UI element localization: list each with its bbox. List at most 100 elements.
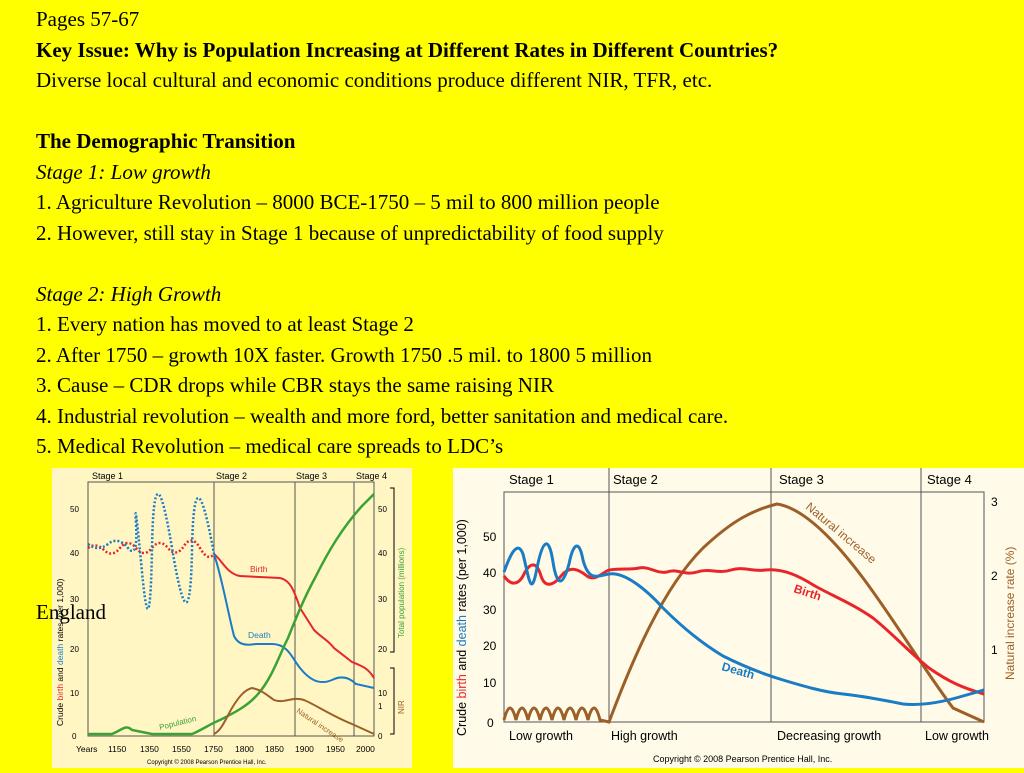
y-label-part: rates (per 1,000) [455,519,469,615]
plot-frame [87,481,375,737]
y-tick: 40 [70,549,79,558]
x-tick: 2000 [356,744,375,754]
y2-tick: 10 [378,689,387,698]
y3-tick: 1 [378,702,383,711]
y-tick: 40 [483,566,497,580]
y-label-part: and [455,646,469,674]
copyright: Copyright © 2008 Pearson Prentice Hall, … [147,759,267,766]
copyright: Copyright © 2008 Pearson Prentice Hall, … [653,754,832,764]
y-label-part: Crude [55,700,65,726]
x-tick: 1550 [172,744,191,754]
x-tick: Years [76,744,97,754]
population-label: Population [158,714,197,732]
y2-tick: 1 [991,643,998,657]
y-label-part: birth [455,674,469,698]
x-tick: 1800 [235,744,254,754]
y-tick: 10 [70,689,79,698]
birth-line-stage1 [87,539,215,559]
section-title: The Demographic Transition [36,129,296,153]
y-tick: 50 [70,505,79,514]
x-stage-label: Low growth [509,729,573,743]
y2-tick: 2 [991,569,998,583]
birth-label: Birth [250,564,268,574]
pages-line: Pages 57-67 [36,7,140,31]
birth-line [213,553,375,679]
stage-label: Stage 2 [613,472,658,487]
population-line [88,493,375,736]
slide-text: Pages 57-67 Key Issue: Why is Population… [36,4,1016,462]
y2-tick: 20 [378,645,387,654]
model-chart-svg: Stage 1 Stage 2 Stage 3 Stage 4 0 10 20 … [455,468,1017,764]
y-label-part: rates (per 1,000) [55,578,65,643]
stage-label: Stage 1 [509,472,554,487]
death-label: Death [248,630,271,640]
population-bracket [390,487,395,653]
stage2-item: 2. After 1750 – growth 10X faster. Growt… [36,342,652,367]
y-label-part: death [455,615,469,646]
y-axis-label: Crude birth and death rates (per 1,000) [55,578,65,726]
stage1-title: Stage 1: Low growth [36,159,211,184]
y2-tick: 40 [378,549,387,558]
y-tick: 30 [70,595,79,604]
stage2-title: Stage 2: High Growth [36,281,222,306]
y-tick: 20 [70,645,79,654]
x-tick: 1900 [295,744,314,754]
y-tick: 0 [487,716,494,730]
y2-tick: 30 [378,595,387,604]
stage-label: Stage 4 [356,471,387,481]
x-tick: 1950 [326,744,345,754]
stage2-item: 5. Medical Revolution – medical care spr… [36,434,504,458]
england-caption: England [36,600,106,624]
nir-bracket [390,667,395,735]
stage2-item: 1. Every nation has moved to at least St… [36,312,414,336]
x-stage-label: Decreasing growth [777,729,881,743]
y-label-part: and [55,665,65,684]
x-tick: 1850 [265,744,284,754]
england-demographic-chart: Stage 1 Stage 2 Stage 3 Stage 4 0 10 20 … [52,468,412,768]
stage1-item: 1. Agriculture Revolution – 8000 BCE-175… [36,190,660,214]
y-axis-label: Crude birth and death rates (per 1,000) [455,519,469,736]
stage-label: Stage 3 [779,472,824,487]
y3-axis-label: NIR [397,700,406,714]
y-tick: 50 [483,530,497,544]
death-line [502,542,985,706]
y-tick: 10 [483,676,497,690]
stage-label: Stage 1 [92,471,123,481]
demographic-transition-model-chart: Stage 1 Stage 2 Stage 3 Stage 4 0 10 20 … [453,468,1024,768]
birth-label: Birth [792,582,823,604]
birth-line [502,563,985,696]
stage-label: Stage 3 [296,471,327,481]
death-line [213,553,375,689]
y-label-part: Crude [455,698,469,736]
y-label-part: birth [55,684,65,701]
stage-label: Stage 4 [927,472,972,487]
x-tick: 1750 [204,744,223,754]
x-tick: 1150 [108,744,127,754]
intro-line: Diverse local cultural and economic cond… [36,68,713,92]
y-tick: 20 [483,639,497,653]
stage1-item: 2. However, still stay in Stage 1 becaus… [36,220,664,245]
y-label-part: death [55,643,65,665]
death-label: Death [720,659,756,682]
key-issue-heading: Key Issue: Why is Population Increasing … [36,37,779,62]
natural-increase-line [213,686,375,735]
x-stage-label: Low growth [925,729,989,743]
x-stage-label: High growth [611,729,678,743]
stage2-item: 3. Cause – CDR drops while CBR stays the… [36,373,554,397]
x-tick: 1350 [140,744,159,754]
stage-label: Stage 2 [216,471,247,481]
natural-increase-label: Natural increase [803,500,879,567]
y2-axis-label: Total population (millions) [397,547,406,638]
stage2-item: 4. Industrial revolution – wealth and mo… [36,403,729,428]
natural-increase-label: Natural increase [295,706,345,744]
y2-tick: 3 [991,495,998,509]
y-tick: 0 [72,732,77,741]
natural-increase-line [502,502,985,724]
y2-tick: 50 [378,505,387,514]
plot-frame [503,491,985,723]
y-tick: 30 [483,603,497,617]
death-line-stage1 [87,493,216,610]
y2-axis-label: Natural increase rate (%) [1003,547,1017,680]
y3-tick: 0 [378,732,383,741]
england-chart-svg: Stage 1 Stage 2 Stage 3 Stage 4 0 10 20 … [55,471,406,766]
